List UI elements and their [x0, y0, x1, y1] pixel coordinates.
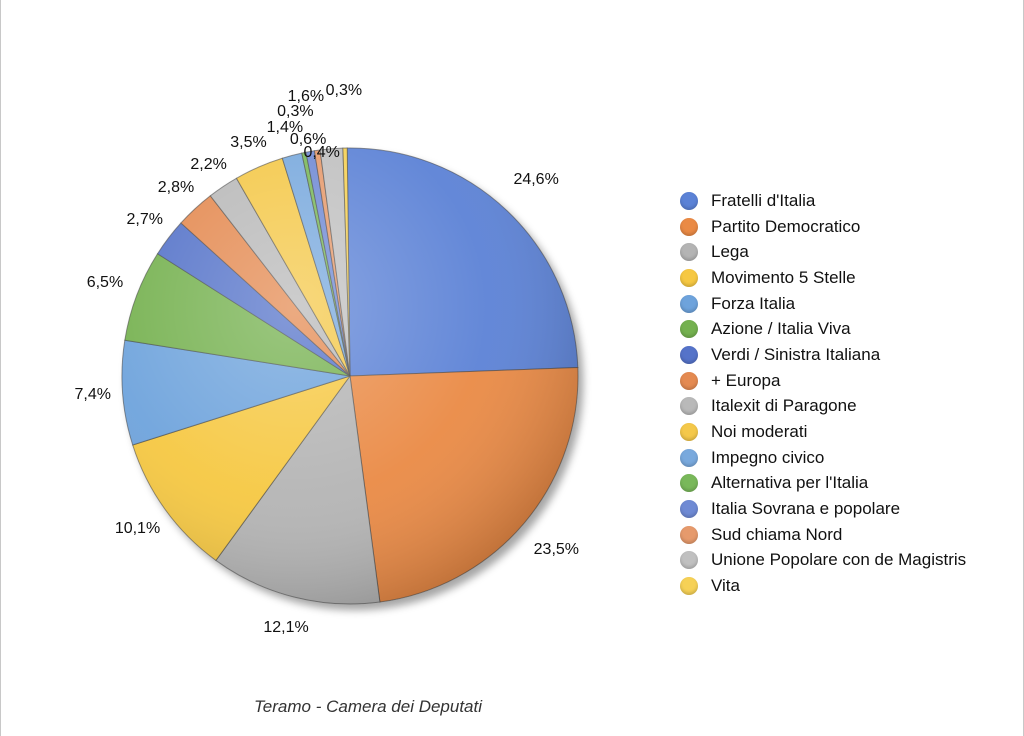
legend-swatch [680, 423, 698, 442]
slice-label-11: 1,4% [266, 119, 304, 137]
legend-swatch [680, 397, 698, 416]
legend-label: Azione / Italia Viva [711, 319, 851, 339]
legend-item: Fratelli d'Italia [680, 188, 966, 214]
legend-label: Impegno civico [711, 447, 825, 467]
legend-swatch [680, 551, 698, 570]
legend-item: Noi moderati [680, 419, 966, 445]
legend-swatch [680, 577, 698, 596]
slice-label-3: 12,1% [263, 619, 309, 636]
legend: Fratelli d'Italia Partito Democratico Lega… [680, 188, 966, 599]
legend-item: Italexit di Paragone [680, 394, 966, 420]
slice-label-8: 2,8% [157, 179, 195, 197]
legend-swatch [680, 371, 698, 390]
slice-label-13: 0,6% [289, 130, 327, 148]
legend-item: Azione / Italia Viva [680, 316, 966, 342]
slice-label-6: 6,5% [86, 274, 124, 292]
slice-label-12: 0,3% [277, 102, 314, 120]
legend-swatch [680, 294, 698, 313]
legend-swatch [680, 474, 698, 493]
legend-label: + Europa [711, 370, 781, 390]
legend-label: Alternativa per l'Italia [711, 473, 869, 493]
pie-slice-2 [349, 366, 579, 603]
legend-swatch [680, 525, 698, 544]
slice-label-15: 1,6% [287, 87, 325, 105]
slice-label-9: 2,2% [190, 155, 227, 173]
legend-swatch [680, 268, 698, 287]
legend-label: Lega [711, 242, 749, 262]
legend-label: Italia Sovrana e popolare [711, 499, 901, 519]
legend-item: + Europa [680, 368, 966, 394]
slice-label-14: 0,4% [303, 144, 340, 162]
legend-swatch [680, 320, 698, 339]
legend-item: Verdi / Sinistra Italiana [680, 342, 966, 368]
legend-item: Lega [680, 239, 966, 265]
legend-item: Impegno civico [680, 445, 966, 471]
legend-item: Unione Popolare con de Magistris [680, 548, 966, 574]
legend-swatch [680, 191, 698, 210]
legend-item: Movimento 5 Stelle [680, 265, 966, 291]
legend-item: Sud chiama Nord [680, 522, 966, 548]
legend-label: Forza Italia [711, 293, 796, 313]
chart-title: Teramo - Camera dei Deputati [253, 697, 483, 716]
legend-item: Partito Democratico [680, 214, 966, 240]
legend-item: Forza Italia [680, 291, 966, 317]
legend-swatch [680, 448, 698, 467]
slice-label-16: 0,3% [325, 82, 363, 100]
legend-swatch [680, 243, 698, 262]
legend-label: Unione Popolare con de Magistris [711, 550, 967, 570]
legend-label: Noi moderati [711, 422, 808, 442]
legend-label: Vita [711, 576, 740, 596]
legend-label: Fratelli d'Italia [711, 190, 816, 210]
legend-item: Italia Sovrana e popolare [680, 496, 966, 522]
legend-label: Italexit di Paragone [711, 396, 857, 416]
slice-label-7: 2,7% [126, 210, 163, 228]
slice-label-10: 3,5% [230, 134, 267, 152]
legend-label: Verdi / Sinistra Italiana [711, 344, 881, 364]
legend-item: Vita [680, 573, 966, 599]
legend-label: Movimento 5 Stelle [711, 267, 856, 287]
slice-label-1: 24,6% [513, 171, 559, 189]
legend-label: Sud chiama Nord [711, 524, 843, 544]
legend-swatch [680, 217, 698, 236]
legend-label: Partito Democratico [711, 216, 861, 236]
legend-item: Alternativa per l'Italia [680, 471, 966, 497]
legend-swatch [680, 500, 698, 519]
legend-swatch [680, 345, 698, 364]
slice-label-5: 7,4% [74, 386, 111, 404]
slice-label-2: 23,5% [533, 541, 580, 559]
slice-label-4: 10,1% [114, 520, 161, 538]
